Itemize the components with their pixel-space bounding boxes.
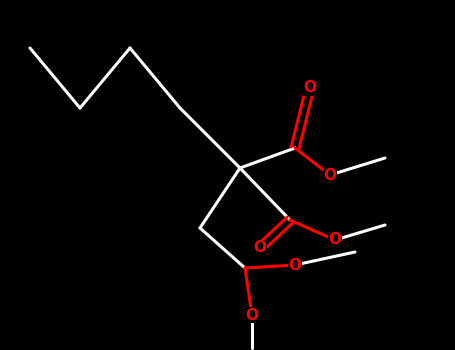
Text: O: O [324, 168, 337, 182]
Text: O: O [253, 240, 267, 256]
Text: O: O [288, 258, 302, 273]
Text: O: O [329, 232, 342, 247]
Text: O: O [303, 80, 317, 96]
Text: O: O [246, 308, 258, 322]
